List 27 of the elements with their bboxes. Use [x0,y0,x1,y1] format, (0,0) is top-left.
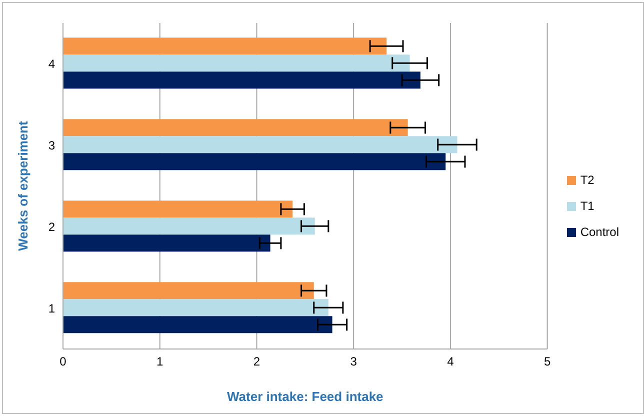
bar [63,218,315,235]
bar [63,136,458,154]
y-tick-label: 4 [48,57,56,72]
x-tick-label: 0 [60,354,67,369]
y-tick-label: 3 [48,138,56,153]
y-tick-label: 1 [48,302,56,316]
bar [63,234,270,252]
bar [63,282,314,300]
x-axis-title: Water intake: Feed intake [227,389,384,404]
bar [63,200,293,218]
legend-label: T2 [580,173,594,187]
y-axis-title: Weeks of experiment [16,120,31,251]
x-tick-label: 4 [447,354,454,369]
bar [63,316,332,334]
legend-label: Control [580,225,619,239]
bar [63,38,387,55]
x-tick-label: 2 [253,354,260,369]
legend-label: T1 [580,199,594,213]
y-tick-label: 2 [48,220,56,234]
bar [63,54,410,72]
x-tick-label: 5 [544,354,551,369]
bar [63,72,420,89]
x-tick-label: 3 [350,354,358,369]
x-tick-label: 1 [156,354,164,369]
bar [63,153,446,170]
bar [63,119,408,136]
bar [63,299,328,316]
